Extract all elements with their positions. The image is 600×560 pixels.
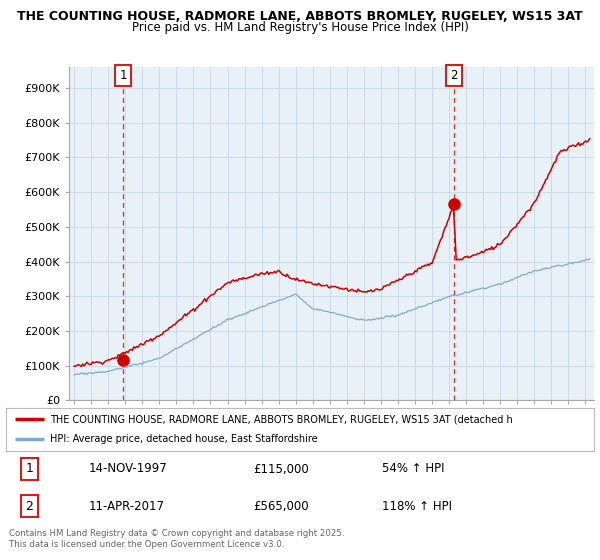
Text: Contains HM Land Registry data © Crown copyright and database right 2025.
This d: Contains HM Land Registry data © Crown c… xyxy=(9,529,344,549)
Text: 118% ↑ HPI: 118% ↑ HPI xyxy=(382,500,452,512)
Text: Price paid vs. HM Land Registry's House Price Index (HPI): Price paid vs. HM Land Registry's House … xyxy=(131,21,469,34)
Text: 1: 1 xyxy=(26,463,34,475)
Text: 54% ↑ HPI: 54% ↑ HPI xyxy=(382,463,445,475)
Text: £115,000: £115,000 xyxy=(253,463,309,475)
Text: 11-APR-2017: 11-APR-2017 xyxy=(88,500,164,512)
Text: 2: 2 xyxy=(450,69,457,82)
Text: £565,000: £565,000 xyxy=(253,500,308,512)
Text: HPI: Average price, detached house, East Staffordshire: HPI: Average price, detached house, East… xyxy=(50,434,318,444)
Text: THE COUNTING HOUSE, RADMORE LANE, ABBOTS BROMLEY, RUGELEY, WS15 3AT: THE COUNTING HOUSE, RADMORE LANE, ABBOTS… xyxy=(17,10,583,22)
Text: THE COUNTING HOUSE, RADMORE LANE, ABBOTS BROMLEY, RUGELEY, WS15 3AT (detached h: THE COUNTING HOUSE, RADMORE LANE, ABBOTS… xyxy=(50,414,513,424)
Text: 14-NOV-1997: 14-NOV-1997 xyxy=(88,463,167,475)
Text: 2: 2 xyxy=(26,500,34,512)
Text: 1: 1 xyxy=(119,69,127,82)
